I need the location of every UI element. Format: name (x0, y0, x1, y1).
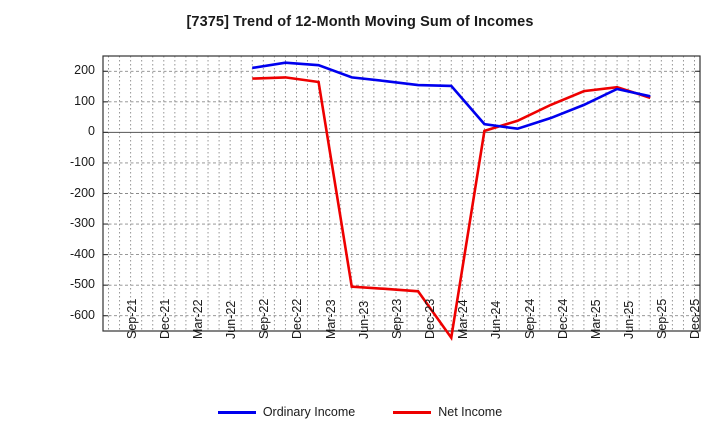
y-tick-label: -100 (69, 154, 95, 169)
x-tick-label: Mar-25 (588, 299, 603, 339)
x-tick-label: Jun-24 (489, 300, 504, 339)
x-tick-label: Mar-22 (190, 299, 205, 339)
x-tick-label: Dec-23 (423, 298, 438, 339)
series-line-net-income (252, 76, 651, 342)
y-tick-label: 100 (74, 93, 95, 108)
axis-frame (102, 55, 701, 332)
x-tick-label: Jun-25 (622, 300, 637, 339)
y-tick-label: 200 (74, 63, 95, 78)
y-tick-label: -600 (69, 307, 95, 322)
y-tick-label: -300 (69, 216, 95, 231)
y-tick-label: -400 (69, 246, 95, 261)
x-tick-label: Sep-22 (257, 298, 272, 339)
x-tick-label: Dec-21 (157, 298, 172, 339)
y-tick-label: -500 (69, 277, 95, 292)
x-tick-label: Sep-24 (522, 298, 537, 339)
x-tick-label: Sep-23 (389, 298, 404, 339)
x-tick-label: Dec-25 (688, 298, 703, 339)
legend-entry: Net Income (393, 405, 502, 419)
x-tick-label: Dec-22 (290, 298, 305, 339)
x-tick-label: Jun-22 (224, 300, 239, 339)
y-tick-label: 0 (88, 124, 95, 139)
x-tick-label: Mar-23 (323, 299, 338, 339)
legend-color-swatch (217, 410, 256, 414)
x-tick-label: Sep-25 (655, 298, 670, 339)
legend-label: Ordinary Income (262, 405, 356, 419)
series-line-ordinary-income (252, 61, 651, 131)
legend-entry: Ordinary Income (217, 405, 356, 419)
legend-label: Net Income (438, 405, 503, 419)
x-tick-label: Sep-21 (124, 298, 139, 339)
data-series-layer (252, 61, 651, 342)
legend-color-swatch (393, 410, 432, 414)
grid-lines (103, 56, 700, 331)
x-tick-label: Mar-24 (456, 299, 471, 339)
x-tick-label: Dec-24 (555, 298, 570, 339)
chart-title: [7375] Trend of 12-Month Moving Sum of I… (186, 14, 534, 30)
x-tick-label: Jun-23 (356, 300, 371, 339)
chart-legend: Ordinary Income Net Income (0, 405, 720, 419)
y-tick-label: -200 (69, 185, 95, 200)
